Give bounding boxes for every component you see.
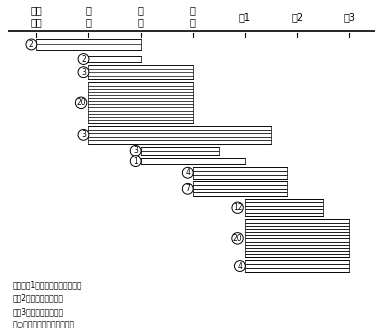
Text: 7: 7	[185, 184, 190, 193]
Text: 1: 1	[133, 156, 138, 166]
Text: 3: 3	[81, 68, 86, 77]
Text: 4: 4	[185, 168, 190, 177]
Text: 座: 座	[138, 5, 144, 15]
Text: 【注】歩1：かろうじて歩ける。
　歩2：かなり歩ける。
　歩3：歩行能力十分。
　○内の数字は例数を示す。: 【注】歩1：かろうじて歩ける。 歩2：かなり歩ける。 歩3：歩行能力十分。 ○内…	[13, 281, 82, 328]
Text: 2: 2	[29, 40, 34, 49]
Text: 3: 3	[81, 130, 86, 139]
Text: 3: 3	[133, 146, 138, 155]
Text: る: る	[138, 17, 144, 27]
Text: ねえ: ねえ	[31, 5, 42, 15]
Text: 20: 20	[233, 234, 242, 243]
Text: 立: 立	[190, 5, 196, 15]
Text: 4: 4	[237, 261, 242, 271]
Text: 歩2: 歩2	[291, 12, 303, 23]
Text: つ: つ	[190, 17, 196, 27]
Text: 歩1: 歩1	[239, 12, 251, 23]
Text: う: う	[85, 17, 92, 27]
Text: 2: 2	[81, 54, 86, 64]
Text: 歩3: 歩3	[343, 12, 355, 23]
Text: 12: 12	[233, 203, 242, 212]
Text: 20: 20	[76, 98, 86, 107]
Text: がり: がり	[31, 17, 42, 27]
Text: 這: 這	[85, 5, 92, 15]
